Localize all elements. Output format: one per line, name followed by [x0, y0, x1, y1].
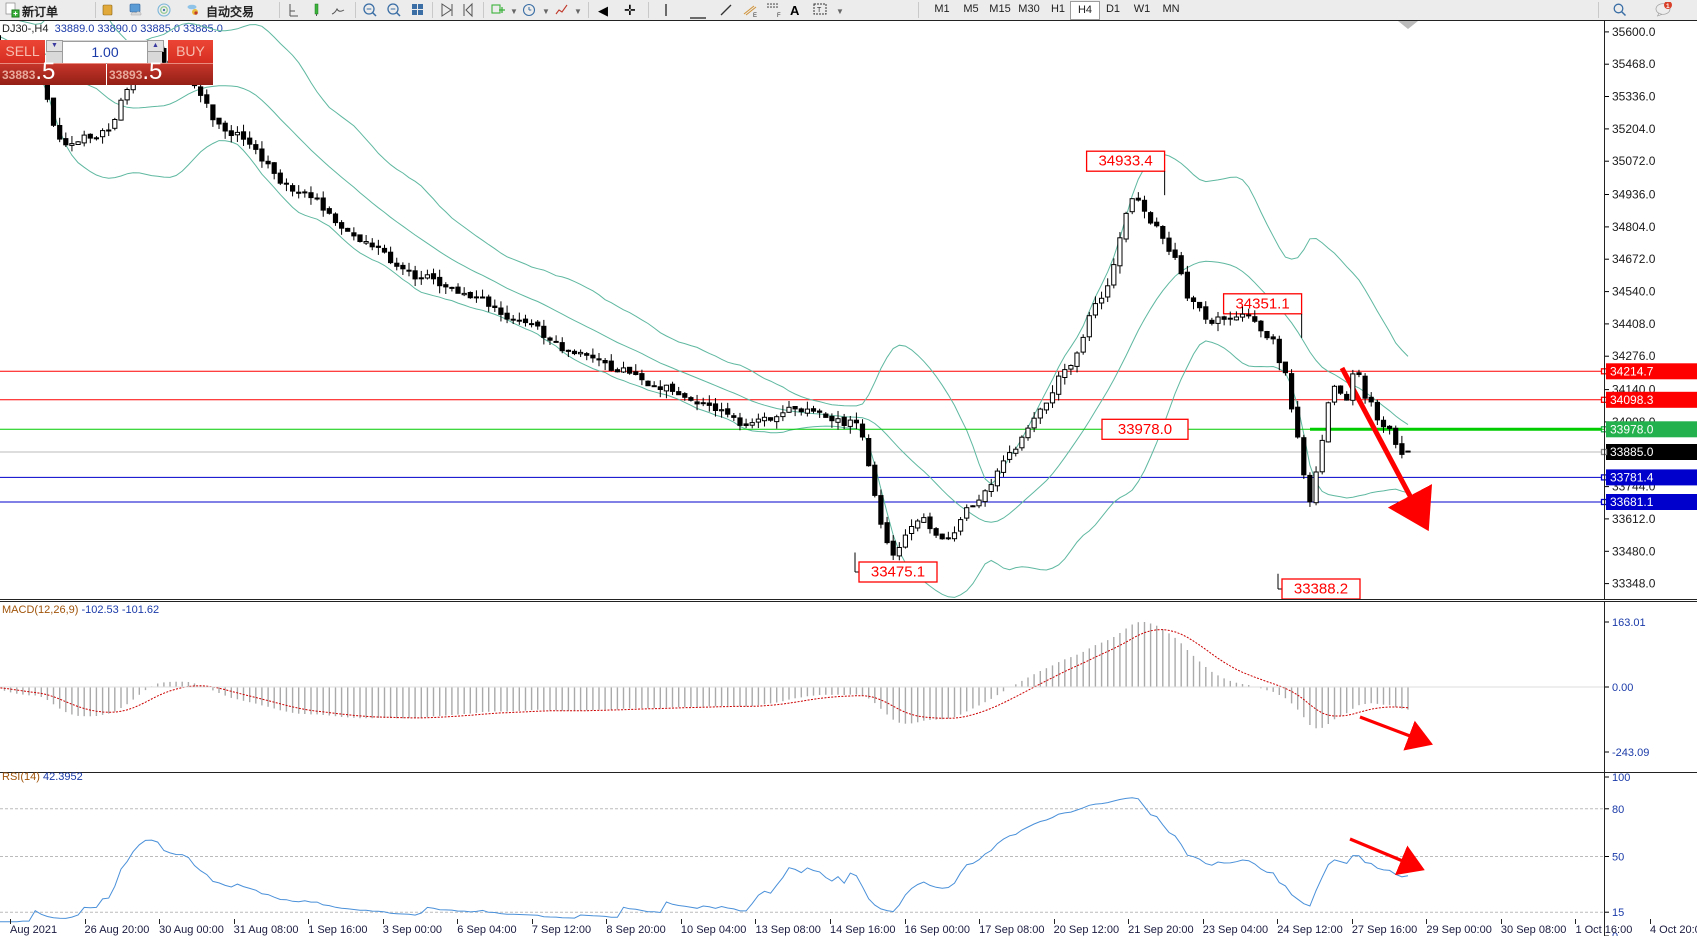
svg-text:80: 80 — [1612, 804, 1624, 816]
svg-text:34351.1: 34351.1 — [1235, 295, 1289, 312]
svg-text:33885.0: 33885.0 — [1610, 445, 1654, 459]
svg-text:35204.0: 35204.0 — [1612, 122, 1656, 136]
svg-text:34408.0: 34408.0 — [1612, 317, 1656, 331]
svg-text:33978.0: 33978.0 — [1610, 422, 1654, 436]
svg-text:E: E — [753, 13, 757, 18]
svg-text:34936.0: 34936.0 — [1612, 188, 1656, 202]
svg-text:34804.0: 34804.0 — [1612, 220, 1656, 234]
svg-text:34276.0: 34276.0 — [1612, 349, 1656, 363]
svg-text:33781.4: 33781.4 — [1610, 470, 1654, 484]
svg-text:15: 15 — [1612, 907, 1624, 919]
svg-text:34933.4: 34933.4 — [1098, 153, 1152, 170]
svg-text:33475.1: 33475.1 — [871, 564, 925, 581]
svg-text:33388.2: 33388.2 — [1294, 581, 1348, 598]
svg-text:35468.0: 35468.0 — [1612, 57, 1656, 71]
svg-text:100: 100 — [1612, 772, 1630, 784]
svg-text:33348.0: 33348.0 — [1612, 577, 1656, 591]
svg-text:34214.7: 34214.7 — [1610, 364, 1654, 378]
svg-text:34098.3: 34098.3 — [1610, 393, 1654, 407]
svg-text:33480.0: 33480.0 — [1612, 544, 1656, 558]
svg-text:33681.1: 33681.1 — [1610, 495, 1654, 509]
svg-text:34672.0: 34672.0 — [1612, 252, 1656, 266]
svg-text:35336.0: 35336.0 — [1612, 90, 1656, 104]
svg-text:33612.0: 33612.0 — [1612, 512, 1656, 526]
svg-text:1: 1 — [1666, 3, 1670, 10]
svg-text:33978.0: 33978.0 — [1118, 421, 1172, 438]
svg-text:35072.0: 35072.0 — [1612, 154, 1656, 168]
svg-text:T: T — [817, 7, 822, 14]
svg-text:163.01: 163.01 — [1612, 617, 1646, 629]
svg-text:0.00: 0.00 — [1612, 682, 1633, 694]
svg-text:34540.0: 34540.0 — [1612, 285, 1656, 299]
svg-text:F: F — [777, 13, 781, 18]
svg-text:-243.09: -243.09 — [1612, 747, 1649, 759]
svg-text:35600.0: 35600.0 — [1612, 25, 1656, 39]
svg-text:50: 50 — [1612, 852, 1624, 864]
